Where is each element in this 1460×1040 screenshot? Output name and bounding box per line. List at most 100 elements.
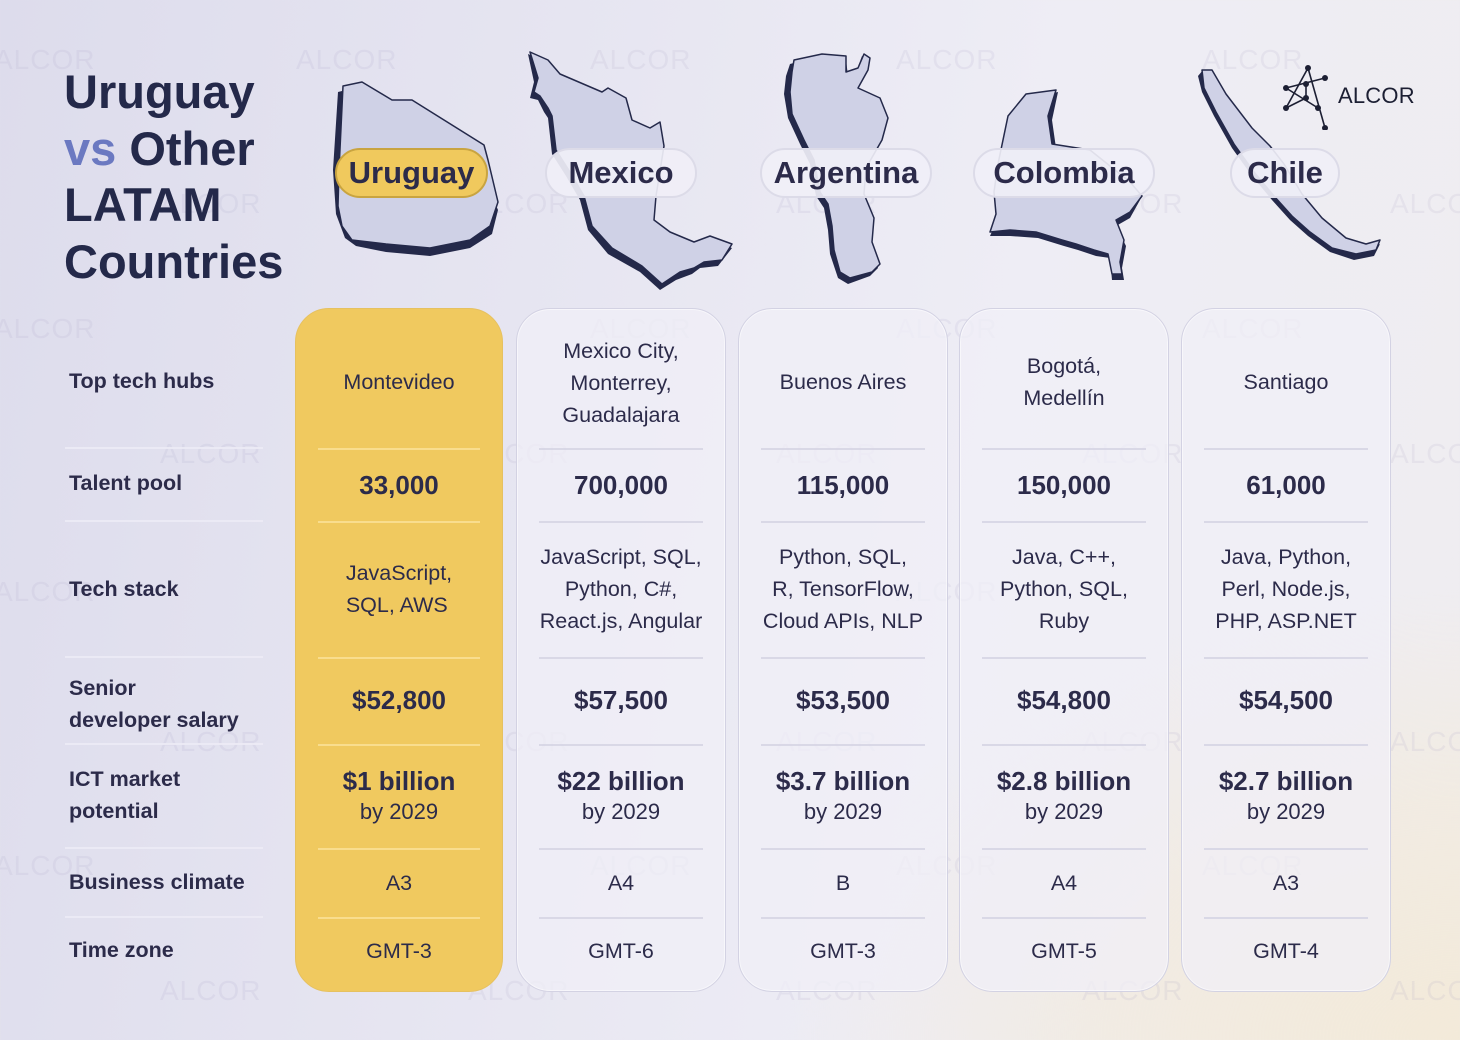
cell-business-climate: B bbox=[835, 871, 851, 895]
row-divider bbox=[318, 744, 480, 746]
label-divider bbox=[65, 520, 263, 522]
label-divider bbox=[65, 916, 263, 918]
row-divider bbox=[539, 657, 703, 659]
label-ict-market-potential: ICT market potential bbox=[69, 767, 181, 823]
row-divider bbox=[982, 448, 1146, 450]
cell-talent-pool: 700,000 bbox=[574, 470, 668, 500]
row-divider bbox=[1204, 448, 1368, 450]
cell-ict-market: $2.7 billion by 2029 bbox=[1218, 766, 1354, 824]
cell-time-zone: GMT-3 bbox=[366, 939, 432, 963]
row-divider bbox=[982, 848, 1146, 850]
label-divider bbox=[65, 847, 263, 849]
cell-ict-market: $22 billion by 2029 bbox=[557, 766, 685, 824]
label-top-tech-hubs: Top tech hubs bbox=[69, 369, 215, 393]
label-tech-stack: Tech stack bbox=[69, 577, 179, 601]
cell-time-zone: GMT-5 bbox=[1031, 939, 1097, 963]
country-pill-mexico: Mexico bbox=[545, 148, 697, 198]
cell-business-climate: A3 bbox=[1272, 871, 1300, 895]
cell-hubs: Santiago bbox=[1243, 370, 1329, 394]
title-line-2: vs Other bbox=[64, 121, 283, 178]
country-card-mexico: Mexico City, Monterrey, Guadalajara 700,00… bbox=[516, 308, 726, 992]
row-divider bbox=[982, 657, 1146, 659]
label-time-zone: Time zone bbox=[69, 938, 174, 962]
cell-tech-stack: Java, C++, Python, SQL, Ruby bbox=[1000, 545, 1128, 633]
row-divider bbox=[539, 917, 703, 919]
cell-hubs: Mexico City, Monterrey, Guadalajara bbox=[562, 339, 680, 427]
country-card-chile: Santiago 61,000 Java, Python, Perl, Node.… bbox=[1181, 308, 1391, 992]
alcor-logo: ALCOR bbox=[1280, 62, 1415, 130]
watermark-text: ALCOR bbox=[0, 313, 96, 344]
row-divider bbox=[539, 521, 703, 523]
row-divider bbox=[1204, 521, 1368, 523]
row-divider bbox=[1204, 848, 1368, 850]
row-divider bbox=[318, 521, 480, 523]
title-line-1: Uruguay bbox=[64, 65, 255, 118]
page-title: Uruguay vs Other LATAM Countries bbox=[64, 64, 283, 290]
country-maps bbox=[333, 51, 1381, 290]
cell-business-climate: A3 bbox=[385, 871, 413, 895]
row-divider bbox=[761, 744, 925, 746]
row-divider bbox=[318, 848, 480, 850]
row-divider bbox=[982, 521, 1146, 523]
row-divider bbox=[761, 521, 925, 523]
cell-salary: $54,500 bbox=[1239, 685, 1333, 715]
watermark-text: ALCOR bbox=[1390, 726, 1460, 757]
label-business-climate: Business climate bbox=[69, 870, 245, 894]
row-divider bbox=[318, 657, 480, 659]
label-talent-pool: Talent pool bbox=[69, 471, 183, 495]
watermark-text: ALCOR bbox=[1390, 975, 1460, 1006]
row-divider bbox=[539, 744, 703, 746]
title-vs: vs bbox=[64, 121, 117, 175]
row-divider bbox=[982, 744, 1146, 746]
title-line-4: Countries bbox=[64, 234, 284, 288]
title-other: Other bbox=[116, 121, 255, 175]
row-divider bbox=[318, 917, 480, 919]
cell-business-climate: A4 bbox=[1050, 871, 1078, 895]
country-pill-colombia: Colombia bbox=[973, 148, 1155, 198]
watermark-text: ALCOR bbox=[160, 438, 262, 469]
cell-tech-stack: JavaScript, SQL, AWS bbox=[345, 561, 453, 617]
country-card-colombia: Bogotá, Medellín 150,000 Java, C++, Python… bbox=[959, 308, 1169, 992]
cell-time-zone: GMT-3 bbox=[810, 939, 876, 963]
label-divider bbox=[65, 656, 263, 658]
row-divider bbox=[761, 917, 925, 919]
row-divider bbox=[982, 917, 1146, 919]
cell-ict-market: $3.7 billion by 2029 bbox=[775, 766, 911, 824]
cell-hubs: Montevideo bbox=[343, 370, 455, 394]
country-card-uruguay: Montevideo 33,000 JavaScript, SQL, AWS $5… bbox=[295, 308, 503, 992]
country-card-argentina: Buenos Aires 115,000 Python, SQL, R, Tens… bbox=[738, 308, 948, 992]
alcor-logo-text: ALCOR bbox=[1338, 83, 1415, 108]
label-divider bbox=[65, 743, 263, 745]
label-senior-developer-salary: Senior developer salary bbox=[69, 676, 239, 732]
cell-ict-market: $2.8 billion by 2029 bbox=[996, 766, 1132, 824]
row-divider bbox=[761, 657, 925, 659]
row-divider bbox=[1204, 657, 1368, 659]
row-divider bbox=[1204, 917, 1368, 919]
row-divider bbox=[318, 448, 480, 450]
row-divider bbox=[761, 848, 925, 850]
cell-salary: $57,500 bbox=[574, 685, 668, 715]
cell-salary: $53,500 bbox=[796, 685, 890, 715]
row-divider bbox=[761, 448, 925, 450]
cell-time-zone: GMT-4 bbox=[1253, 939, 1319, 963]
country-pill-argentina: Argentina bbox=[760, 148, 932, 198]
country-pill-chile: Chile bbox=[1230, 148, 1340, 198]
country-pill-uruguay: Uruguay bbox=[335, 148, 488, 198]
cell-time-zone: GMT-6 bbox=[588, 939, 654, 963]
cell-talent-pool: 115,000 bbox=[796, 470, 890, 500]
row-divider bbox=[539, 448, 703, 450]
cell-salary: $52,800 bbox=[352, 685, 446, 715]
cell-talent-pool: 61,000 bbox=[1246, 470, 1326, 500]
row-divider bbox=[1204, 744, 1368, 746]
row-divider bbox=[539, 848, 703, 850]
watermark-text: ALCOR bbox=[1390, 438, 1460, 469]
cell-salary: $54,800 bbox=[1017, 685, 1111, 715]
cell-ict-market: $1 billion by 2029 bbox=[342, 766, 456, 824]
label-divider bbox=[65, 447, 263, 449]
cell-talent-pool: 33,000 bbox=[359, 470, 439, 500]
watermark-text: ALCOR bbox=[160, 975, 262, 1006]
cell-tech-stack: Python, SQL, R, TensorFlow, Cloud APIs, NL… bbox=[762, 545, 924, 633]
cell-hubs: Bogotá, Medellín bbox=[1023, 354, 1105, 410]
cell-hubs: Buenos Aires bbox=[779, 370, 907, 394]
cell-talent-pool: 150,000 bbox=[1017, 470, 1111, 500]
